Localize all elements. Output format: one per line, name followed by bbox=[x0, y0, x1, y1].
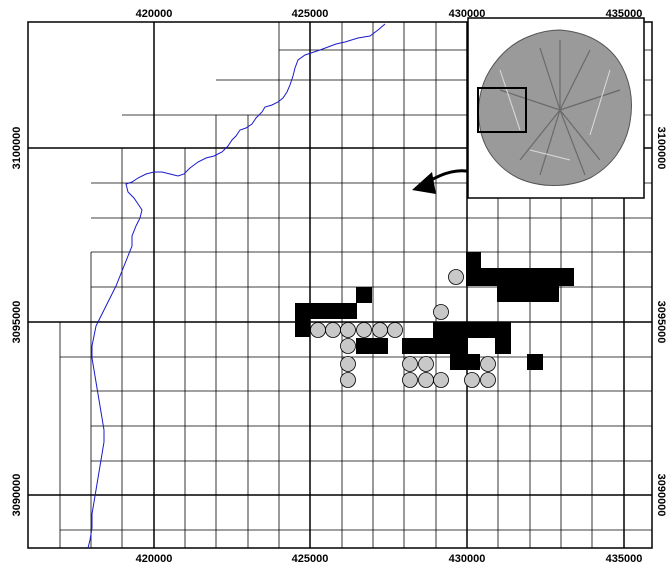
grey-circle bbox=[325, 322, 341, 338]
black-cell bbox=[356, 338, 388, 354]
x-tick-top-2: 425000 bbox=[292, 8, 329, 20]
black-cell bbox=[356, 287, 372, 303]
grey-circle bbox=[418, 356, 434, 372]
x-tick-bottom-3: 430000 bbox=[449, 553, 486, 565]
grey-circle bbox=[310, 322, 326, 338]
x-tick-top-1: 420000 bbox=[136, 8, 173, 20]
grey-circle bbox=[387, 322, 403, 338]
x-tick-top-3: 430000 bbox=[449, 8, 486, 20]
y-tick-left-1: 3100000 bbox=[11, 127, 23, 170]
black-cell bbox=[527, 354, 543, 370]
y-tick-right-3: 3090000 bbox=[655, 474, 666, 517]
grey-circle bbox=[340, 356, 356, 372]
inset-location-box bbox=[477, 87, 527, 133]
y-tick-left-2: 3095000 bbox=[11, 301, 23, 344]
black-cell bbox=[495, 338, 511, 354]
black-cell bbox=[466, 268, 574, 286]
grey-circle bbox=[402, 356, 418, 372]
black-cell bbox=[433, 322, 511, 338]
grey-circle bbox=[448, 269, 464, 285]
y-tick-right-2: 3095000 bbox=[655, 301, 666, 344]
grey-circle bbox=[340, 372, 356, 388]
grey-circle bbox=[433, 304, 449, 320]
y-tick-left-3: 3090000 bbox=[11, 474, 23, 517]
grey-circle bbox=[340, 338, 356, 354]
x-tick-top-4: 435000 bbox=[606, 8, 643, 20]
black-cell bbox=[295, 319, 310, 337]
black-cells bbox=[295, 252, 574, 370]
grey-circle bbox=[356, 322, 372, 338]
grey-circle bbox=[402, 372, 418, 388]
black-cell bbox=[450, 354, 480, 370]
black-cell bbox=[466, 252, 481, 268]
x-tick-bottom-2: 425000 bbox=[292, 553, 329, 565]
black-cell bbox=[402, 338, 468, 354]
grey-circle bbox=[480, 372, 496, 388]
grey-circle bbox=[418, 372, 434, 388]
black-cell bbox=[295, 303, 357, 319]
grey-circle bbox=[433, 372, 449, 388]
grey-circle bbox=[340, 322, 356, 338]
black-cell bbox=[497, 286, 559, 302]
grey-circle bbox=[372, 322, 388, 338]
grey-circles bbox=[310, 269, 496, 388]
y-tick-right-1: 3100000 bbox=[655, 127, 666, 170]
island-relief-map bbox=[477, 29, 632, 186]
grey-circle bbox=[480, 356, 496, 372]
x-tick-bottom-4: 435000 bbox=[606, 553, 643, 565]
grey-circle bbox=[464, 372, 480, 388]
x-tick-bottom-1: 420000 bbox=[136, 553, 173, 565]
coastline bbox=[87, 23, 386, 549]
